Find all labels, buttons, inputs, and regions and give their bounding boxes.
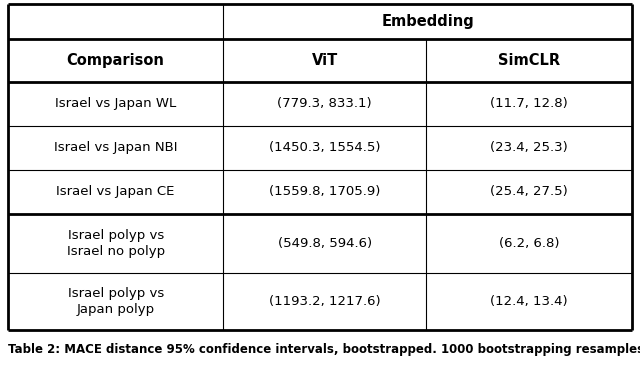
Text: Comparison: Comparison (67, 53, 164, 68)
Text: Israel vs Japan CE: Israel vs Japan CE (56, 185, 175, 198)
Text: Embedding: Embedding (381, 14, 474, 29)
Text: (25.4, 27.5): (25.4, 27.5) (490, 185, 568, 198)
Text: (1450.3, 1554.5): (1450.3, 1554.5) (269, 141, 380, 155)
Text: (6.2, 6.8): (6.2, 6.8) (499, 237, 559, 250)
Text: Israel polyp vs
Israel no polyp: Israel polyp vs Israel no polyp (67, 229, 164, 258)
Text: Israel vs Japan NBI: Israel vs Japan NBI (54, 141, 177, 155)
Text: (11.7, 12.8): (11.7, 12.8) (490, 98, 568, 111)
Text: (1559.8, 1705.9): (1559.8, 1705.9) (269, 185, 380, 198)
Text: (779.3, 833.1): (779.3, 833.1) (277, 98, 372, 111)
Text: (1193.2, 1217.6): (1193.2, 1217.6) (269, 295, 381, 308)
Text: SimCLR: SimCLR (498, 53, 560, 68)
Text: Table 2: MACE distance 95% confidence intervals, bootstrapped. 1000 bootstrappin: Table 2: MACE distance 95% confidence in… (8, 343, 640, 357)
Text: (549.8, 594.6): (549.8, 594.6) (278, 237, 372, 250)
Text: (12.4, 13.4): (12.4, 13.4) (490, 295, 568, 308)
Text: Israel polyp vs
Japan polyp: Israel polyp vs Japan polyp (67, 287, 164, 316)
Text: (23.4, 25.3): (23.4, 25.3) (490, 141, 568, 155)
Text: ViT: ViT (312, 53, 338, 68)
Text: Israel vs Japan WL: Israel vs Japan WL (55, 98, 176, 111)
